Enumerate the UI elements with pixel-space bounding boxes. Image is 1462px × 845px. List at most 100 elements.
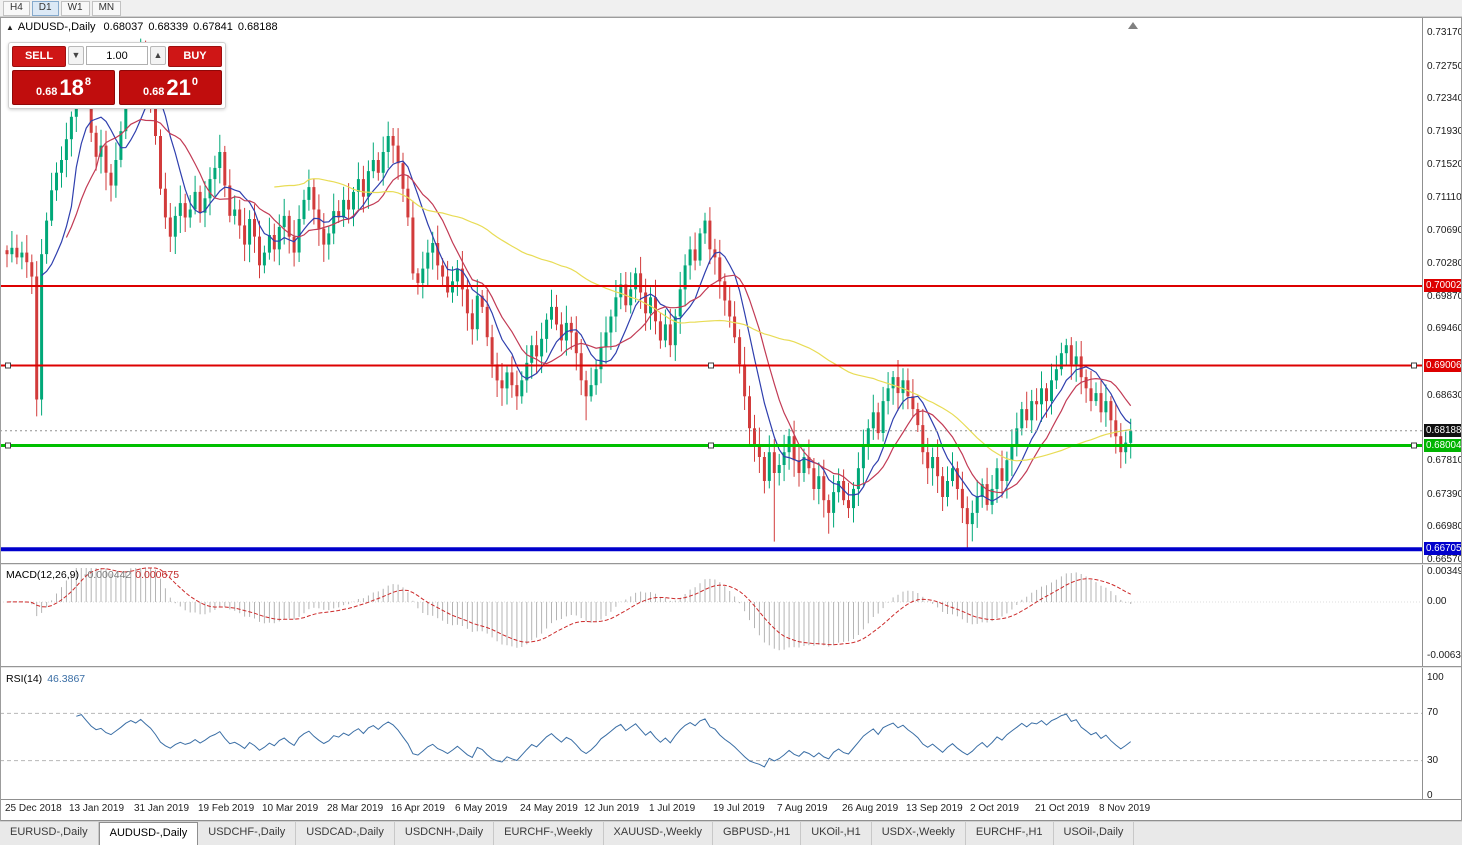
- macd-panel-splitter[interactable]: [0, 563, 1462, 565]
- timeframe-button-mn[interactable]: MN: [91, 0, 122, 16]
- chart-tab-usdx-weekly[interactable]: USDX-,Weekly: [872, 822, 966, 845]
- macd-label: MACD(12,26,9) -0.000442 0.000675: [6, 569, 179, 581]
- ohlc-open: 0.68037: [103, 21, 144, 33]
- chart-tab-usoil-daily[interactable]: USOil-,Daily: [1054, 822, 1135, 845]
- date-label: 7 Aug 2019: [777, 803, 828, 814]
- price-axis-label: 0.69870: [1427, 290, 1462, 302]
- rsi-axis-label: 0: [1427, 790, 1433, 801]
- chart-title: ▲ AUDUSD-,Daily 0.68037 0.68339 0.67841 0.681…: [6, 21, 283, 33]
- price-axis-label: 0.69460: [1427, 323, 1462, 335]
- price-axis-label: 0.71110: [1427, 191, 1462, 203]
- date-label: 10 Mar 2019: [262, 803, 319, 814]
- timeframe-button-h4[interactable]: H4: [3, 0, 30, 16]
- x-axis-line: [0, 799, 1462, 800]
- price-axis-label: 0.67390: [1427, 488, 1462, 500]
- price-marker-0.68188: 0.68188: [1424, 423, 1462, 437]
- sell-price-prefix: 0.68: [35, 85, 58, 98]
- date-label: 12 Jun 2019: [584, 803, 640, 814]
- timeframe-button-d1[interactable]: D1: [31, 0, 59, 16]
- chart-tab-usdcad-daily[interactable]: USDCAD-,Daily: [296, 822, 395, 845]
- date-label: 13 Jan 2019: [69, 803, 125, 814]
- rsi-axis-label: 70: [1427, 707, 1439, 719]
- volume-decrease-button[interactable]: ▼: [68, 46, 84, 65]
- chart-shift-marker: [1128, 22, 1138, 29]
- chart-tab-gbpusd-h1[interactable]: GBPUSD-,H1: [713, 822, 802, 845]
- chart-tab-bar: EURUSD-,Daily AUDUSD-,Daily USDCHF-,Daily U…: [0, 821, 1462, 845]
- date-label: 25 Dec 2018: [5, 803, 62, 814]
- macd-signal-value: 0.000675: [135, 569, 180, 581]
- date-label: 26 Aug 2019: [842, 803, 899, 814]
- price-axis-label: 0.70280: [1427, 257, 1462, 269]
- chart-tab-audusd-daily[interactable]: AUDUSD-,Daily: [98, 822, 199, 845]
- price-axis-label: 0.71520: [1427, 158, 1462, 170]
- sell-price-big: 18: [59, 74, 84, 100]
- price-axis-label: 0.67810: [1427, 455, 1462, 466]
- price-axis-label: 0.73170: [1427, 27, 1462, 38]
- timeframe-toolbar: H4 D1 W1 MN: [0, 0, 1462, 17]
- price-marker-0.66705: 0.66705: [1424, 542, 1462, 556]
- chart-icon: ▲: [6, 23, 14, 32]
- date-axis[interactable]: 25 Dec 2018 13 Jan 2019 31 Jan 2019 19 Feb …: [0, 800, 1422, 820]
- chart-tab-xauusd-weekly[interactable]: XAUUSD-,Weekly: [604, 822, 713, 845]
- buy-price-sup: 0: [191, 75, 199, 88]
- timeframe-button-w1[interactable]: W1: [60, 0, 90, 16]
- buy-price-prefix: 0.68: [142, 85, 165, 98]
- date-label: 24 May 2019: [520, 803, 578, 814]
- macd-axis-label: 0.00: [1427, 596, 1447, 607]
- date-label: 21 Oct 2019: [1035, 803, 1090, 814]
- volume-increase-button[interactable]: ▲: [150, 46, 166, 65]
- date-label: 28 Mar 2019: [327, 803, 384, 814]
- date-label: 1 Jul 2019: [649, 803, 696, 814]
- rsi-axis-label: 30: [1427, 754, 1439, 766]
- macd-axis-label: 0.00349: [1427, 566, 1462, 578]
- price-axis-label: 0.66980: [1427, 521, 1462, 533]
- date-label: 19 Feb 2019: [198, 803, 255, 814]
- ohlc-close: 0.68188: [237, 21, 278, 33]
- rsi-name: RSI(14): [6, 673, 43, 685]
- price-axis-label: 0.72340: [1427, 93, 1462, 105]
- rsi-label: RSI(14) 46.3867: [6, 673, 85, 685]
- price-axis[interactable]: 0.73170 0.72750 0.72340 0.71930 0.71520 0.711…: [1422, 17, 1462, 801]
- price-marker-0.70002: 0.70002: [1424, 279, 1462, 292]
- chart-tab-usdchf-daily[interactable]: USDCHF-,Daily: [198, 822, 297, 845]
- price-axis-label: 0.70690: [1427, 225, 1462, 236]
- buy-price-big: 21: [166, 74, 191, 100]
- rsi-axis-label: 100: [1427, 672, 1444, 683]
- chart-tab-ukoil-h1[interactable]: UKOil-,H1: [801, 822, 872, 845]
- volume-input[interactable]: [86, 46, 148, 65]
- date-label: 13 Sep 2019: [906, 803, 963, 814]
- sell-button[interactable]: SELL: [12, 46, 66, 67]
- chart-tab-usdcnh-daily[interactable]: USDCNH-,Daily: [395, 822, 495, 845]
- chart-symbol-period: AUDUSD-,Daily: [17, 21, 96, 33]
- window-bottom-border: [0, 820, 1462, 821]
- date-label: 31 Jan 2019: [134, 803, 190, 814]
- date-label: 16 Apr 2019: [391, 803, 445, 814]
- macd-axis-label: -0.00637: [1427, 650, 1462, 662]
- chart-tab-eurchf-h1[interactable]: EURCHF-,H1: [966, 822, 1054, 845]
- price-axis-label: 0.66570: [1427, 554, 1462, 565]
- buy-button[interactable]: BUY: [168, 46, 222, 67]
- ohlc-low: 0.67841: [193, 21, 233, 33]
- macd-name: MACD(12,26,9): [6, 569, 79, 581]
- ohlc-high: 0.68339: [148, 21, 189, 33]
- sell-price-sup: 8: [84, 75, 92, 88]
- date-label: 2 Oct 2019: [970, 803, 1019, 814]
- buy-price-button[interactable]: 0.68 21 0: [119, 70, 222, 105]
- price-axis-label: 0.68630: [1427, 389, 1462, 401]
- price-axis-label: 0.72750: [1427, 60, 1462, 72]
- rsi-value: 46.3867: [47, 673, 86, 685]
- rsi-panel-splitter[interactable]: [0, 666, 1462, 668]
- macd-main-value: -0.000442: [83, 569, 132, 581]
- date-label: 19 Jul 2019: [713, 803, 765, 814]
- macd-indicator-chart[interactable]: [0, 566, 1462, 666]
- chart-tab-eurchf-weekly[interactable]: EURCHF-,Weekly: [494, 822, 604, 845]
- rsi-indicator-chart[interactable]: [0, 669, 1462, 799]
- price-marker-0.69006: 0.69006: [1424, 358, 1462, 372]
- price-marker-0.68004: 0.68004: [1424, 438, 1462, 452]
- price-axis-label: 0.71930: [1427, 126, 1462, 137]
- sell-price-button[interactable]: 0.68 18 8: [12, 70, 115, 105]
- date-label: 6 May 2019: [455, 803, 508, 814]
- chart-tab-eurusd-daily[interactable]: EURUSD-,Daily: [0, 822, 99, 845]
- date-label: 8 Nov 2019: [1099, 803, 1151, 814]
